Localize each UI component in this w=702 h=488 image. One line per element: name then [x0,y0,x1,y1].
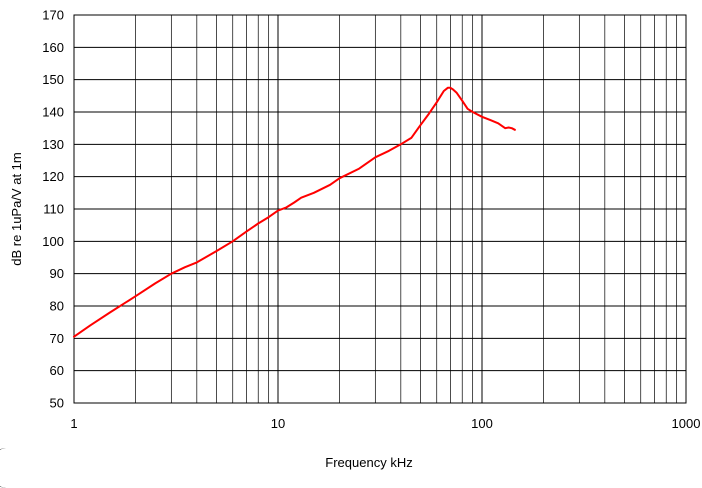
y-tick-label: 60 [50,363,64,378]
y-tick-label: 160 [42,40,64,55]
series-layer [73,86,516,338]
y-tick-label: 170 [42,8,64,23]
x-tick-label: 1 [70,416,77,431]
x-tick-label: 10 [271,416,285,431]
x-axis-tick-labels: 1 10 100 1000 [70,416,700,431]
x-tick-label: 100 [471,416,493,431]
x-tick-label: 1000 [672,416,701,431]
y-tick-label: 120 [42,169,64,184]
response-curve-line [73,86,516,338]
y-tick-label: 150 [42,72,64,87]
y-axis-title: dB re 1uPa/V at 1m [9,152,24,265]
y-tick-label: 50 [50,396,64,411]
corner-arc-mark [0,448,16,488]
y-tick-label: 90 [50,266,64,281]
y-axis-tick-labels: 50 60 70 80 90 100 110 120 130 140 150 160 170 [42,8,64,411]
y-tick-label: 130 [42,137,64,152]
x-axis-title: Frequency kHz [325,455,412,470]
y-tick-label: 110 [43,202,64,217]
plot-frame [73,14,687,404]
y-tick-label: 100 [42,234,64,249]
major-gridlines [73,14,687,404]
y-tick-label: 80 [50,299,64,314]
y-tick-label: 70 [50,331,64,346]
y-tick-label: 140 [42,105,64,120]
